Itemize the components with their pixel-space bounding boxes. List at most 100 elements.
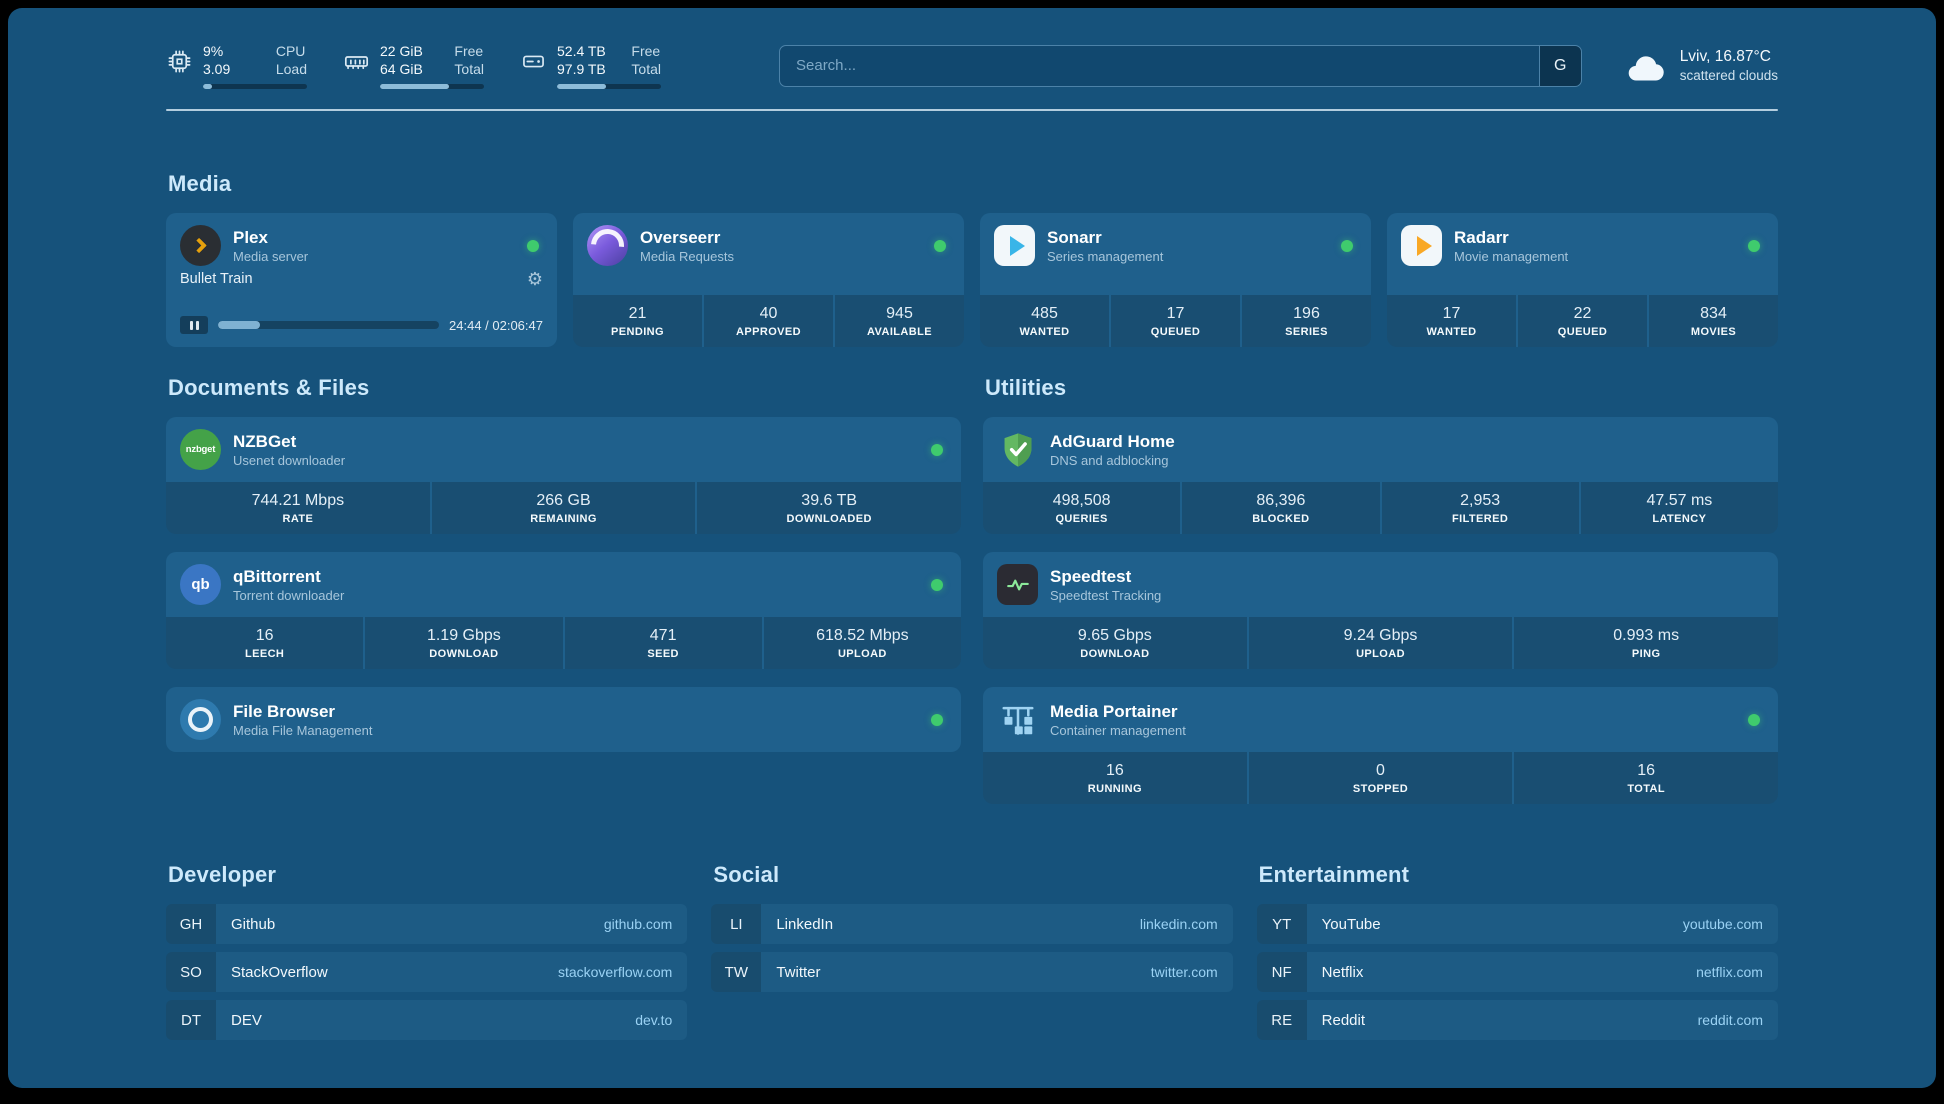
utilities-section: Utilities AdGuard Home DNS and: [983, 375, 1778, 804]
bookmark-abbr: RE: [1256, 1000, 1307, 1040]
app-subtitle: Speedtest Tracking: [1050, 587, 1162, 603]
app-card-radarr[interactable]: Radarr Movie management 17 WANTED 22 QUE…: [1387, 213, 1778, 347]
developer-section-title: Developer: [168, 862, 277, 887]
bookmark-domain: linkedin.com: [1139, 916, 1218, 932]
app-name: NZBGet: [233, 431, 297, 451]
media-section-title: Media: [168, 171, 232, 196]
ram-icon: [344, 56, 369, 70]
social-section-title: Social: [713, 862, 780, 887]
app-card-portainer[interactable]: Media Portainer Container management 16 …: [983, 687, 1778, 804]
app-subtitle: Media Requests: [640, 248, 734, 264]
gear-icon[interactable]: ⚙: [526, 269, 543, 289]
cpu-monitor: 9% 3.09 CPU Load: [166, 42, 307, 89]
disk-monitor: 52.4 TB 97.9 TB Free Total: [520, 42, 661, 89]
sonarr-icon: [994, 225, 1035, 266]
cpu-icon: [168, 50, 191, 73]
app-card-sonarr[interactable]: Sonarr Series management 485 WANTED 17 Q…: [980, 213, 1371, 347]
stat-tile: 2,953 FILTERED: [1381, 482, 1579, 534]
search-input[interactable]: [780, 45, 1539, 86]
app-card-qbittorrent[interactable]: qb qBittorrent Torrent downloader 16 LEE…: [166, 552, 961, 669]
disk-progress-fill: [557, 84, 606, 89]
bookmark-name: Github: [231, 915, 276, 933]
documents-section: Documents & Files nzbget NZBGet Usenet d…: [166, 375, 961, 804]
plex-icon: [180, 225, 221, 266]
ram-monitor: 22 GiB 64 GiB Free Total: [343, 42, 484, 89]
status-dot: [527, 239, 539, 252]
app-card-nzbget[interactable]: nzbget NZBGet Usenet downloader 744.21 M…: [166, 417, 961, 534]
app-card-filebrowser[interactable]: File Browser Media File Management: [166, 687, 961, 752]
app-subtitle: Media File Management: [233, 722, 373, 738]
app-card-speedtest[interactable]: Speedtest Speedtest Tracking 9.65 Gbps D…: [983, 552, 1778, 669]
bookmark-youtube[interactable]: YT YouTube youtube.com: [1256, 904, 1778, 944]
utilities-section-title: Utilities: [985, 375, 1067, 400]
playback-progress-fill: [218, 321, 260, 329]
cpu-progress-bar: [203, 84, 307, 89]
pause-icon[interactable]: [180, 316, 208, 334]
nzbget-icon: nzbget: [180, 429, 221, 470]
stat-tile: 945 AVAILABLE: [835, 295, 964, 347]
filebrowser-icon: [180, 699, 221, 740]
bookmark-github[interactable]: GH Github github.com: [166, 904, 688, 944]
bookmark-stackoverflow[interactable]: SO StackOverflow stackoverflow.com: [166, 952, 688, 992]
radarr-icon: [1401, 225, 1442, 266]
bookmark-name: YouTube: [1321, 915, 1381, 933]
bookmark-linkedin[interactable]: LI LinkedIn linkedin.com: [711, 904, 1233, 944]
stat-tile: 17 WANTED: [1387, 295, 1516, 347]
stat-tile: 471 SEED: [564, 617, 762, 669]
app-subtitle: Media server: [233, 248, 309, 264]
app-card-adguard[interactable]: AdGuard Home DNS and adblocking 498,508 …: [983, 417, 1778, 534]
entertainment-section-title: Entertainment: [1258, 862, 1410, 887]
stat-tile: 744.21 Mbps RATE: [166, 482, 430, 534]
speedtest-icon: [997, 564, 1038, 605]
app-card-plex[interactable]: Plex Media server Bullet Train ⚙: [166, 213, 557, 347]
status-dot: [934, 239, 946, 252]
bookmark-name: Reddit: [1321, 1011, 1366, 1029]
cloud-icon: [1628, 55, 1664, 80]
ram-labels: Free Total: [454, 43, 484, 77]
bookmark-abbr: YT: [1256, 904, 1307, 944]
app-name: Sonarr: [1047, 227, 1102, 247]
stat-tile: 485 WANTED: [980, 295, 1109, 347]
cpu-progress-fill: [203, 84, 213, 89]
media-section: Media Plex Media server Bullet Train ⚙: [166, 171, 1778, 347]
bookmark-dev[interactable]: DT DEV dev.to: [166, 1000, 688, 1040]
playback-progress-bar[interactable]: [218, 321, 440, 329]
search-engine-button[interactable]: G: [1538, 45, 1581, 86]
stat-tile: 21 PENDING: [573, 295, 702, 347]
bookmark-domain: stackoverflow.com: [557, 964, 673, 980]
app-subtitle: Series management: [1047, 248, 1164, 264]
bookmark-netflix[interactable]: NF Netflix netflix.com: [1256, 952, 1778, 992]
bookmark-domain: dev.to: [635, 1012, 673, 1028]
stat-tile: 834 MOVIES: [1649, 295, 1778, 347]
stat-tile: 16 TOTAL: [1514, 752, 1778, 804]
bookmark-domain: twitter.com: [1150, 964, 1218, 980]
bookmark-reddit[interactable]: RE Reddit reddit.com: [1256, 1000, 1778, 1040]
top-bar: 9% 3.09 CPU Load: [166, 42, 1778, 89]
disk-progress-bar: [557, 84, 661, 89]
stat-tile: 17 QUEUED: [1111, 295, 1240, 347]
stat-tile: 0 STOPPED: [1248, 752, 1513, 804]
status-dot: [1341, 239, 1353, 252]
playback-time: 24:44 / 02:06:47: [449, 317, 543, 333]
stat-tile: 39.6 TB DOWNLOADED: [697, 482, 961, 534]
weather-location: Lviv, 16.87°C: [1679, 48, 1771, 65]
stat-tile: 1.19 Gbps DOWNLOAD: [365, 617, 563, 669]
bookmark-name: Netflix: [1321, 963, 1364, 981]
bookmark-twitter[interactable]: TW Twitter twitter.com: [711, 952, 1233, 992]
stat-tile: 266 GB REMAINING: [431, 482, 696, 534]
bookmark-abbr: GH: [166, 904, 216, 944]
app-subtitle: DNS and adblocking: [1050, 452, 1169, 468]
stat-tile: 47.57 ms LATENCY: [1580, 482, 1778, 534]
disk-labels: Free Total: [631, 43, 661, 77]
social-bookmarks: Social LI LinkedIn linkedin.com TW Twitt…: [711, 862, 1233, 1040]
app-card-overseerr[interactable]: Overseerr Media Requests 21 PENDING 40 A…: [573, 213, 964, 347]
bookmark-name: Twitter: [776, 963, 821, 981]
bookmark-abbr: NF: [1256, 952, 1307, 992]
now-playing-title: Bullet Train: [180, 271, 253, 287]
stat-tile: 618.52 Mbps UPLOAD: [763, 617, 961, 669]
weather-widget: Lviv, 16.87°C scattered clouds: [1624, 47, 1778, 84]
overseerr-icon: [587, 225, 628, 266]
stat-tile: 22 QUEUED: [1518, 295, 1647, 347]
app-name: Plex: [233, 227, 268, 247]
status-dot: [1748, 239, 1760, 252]
